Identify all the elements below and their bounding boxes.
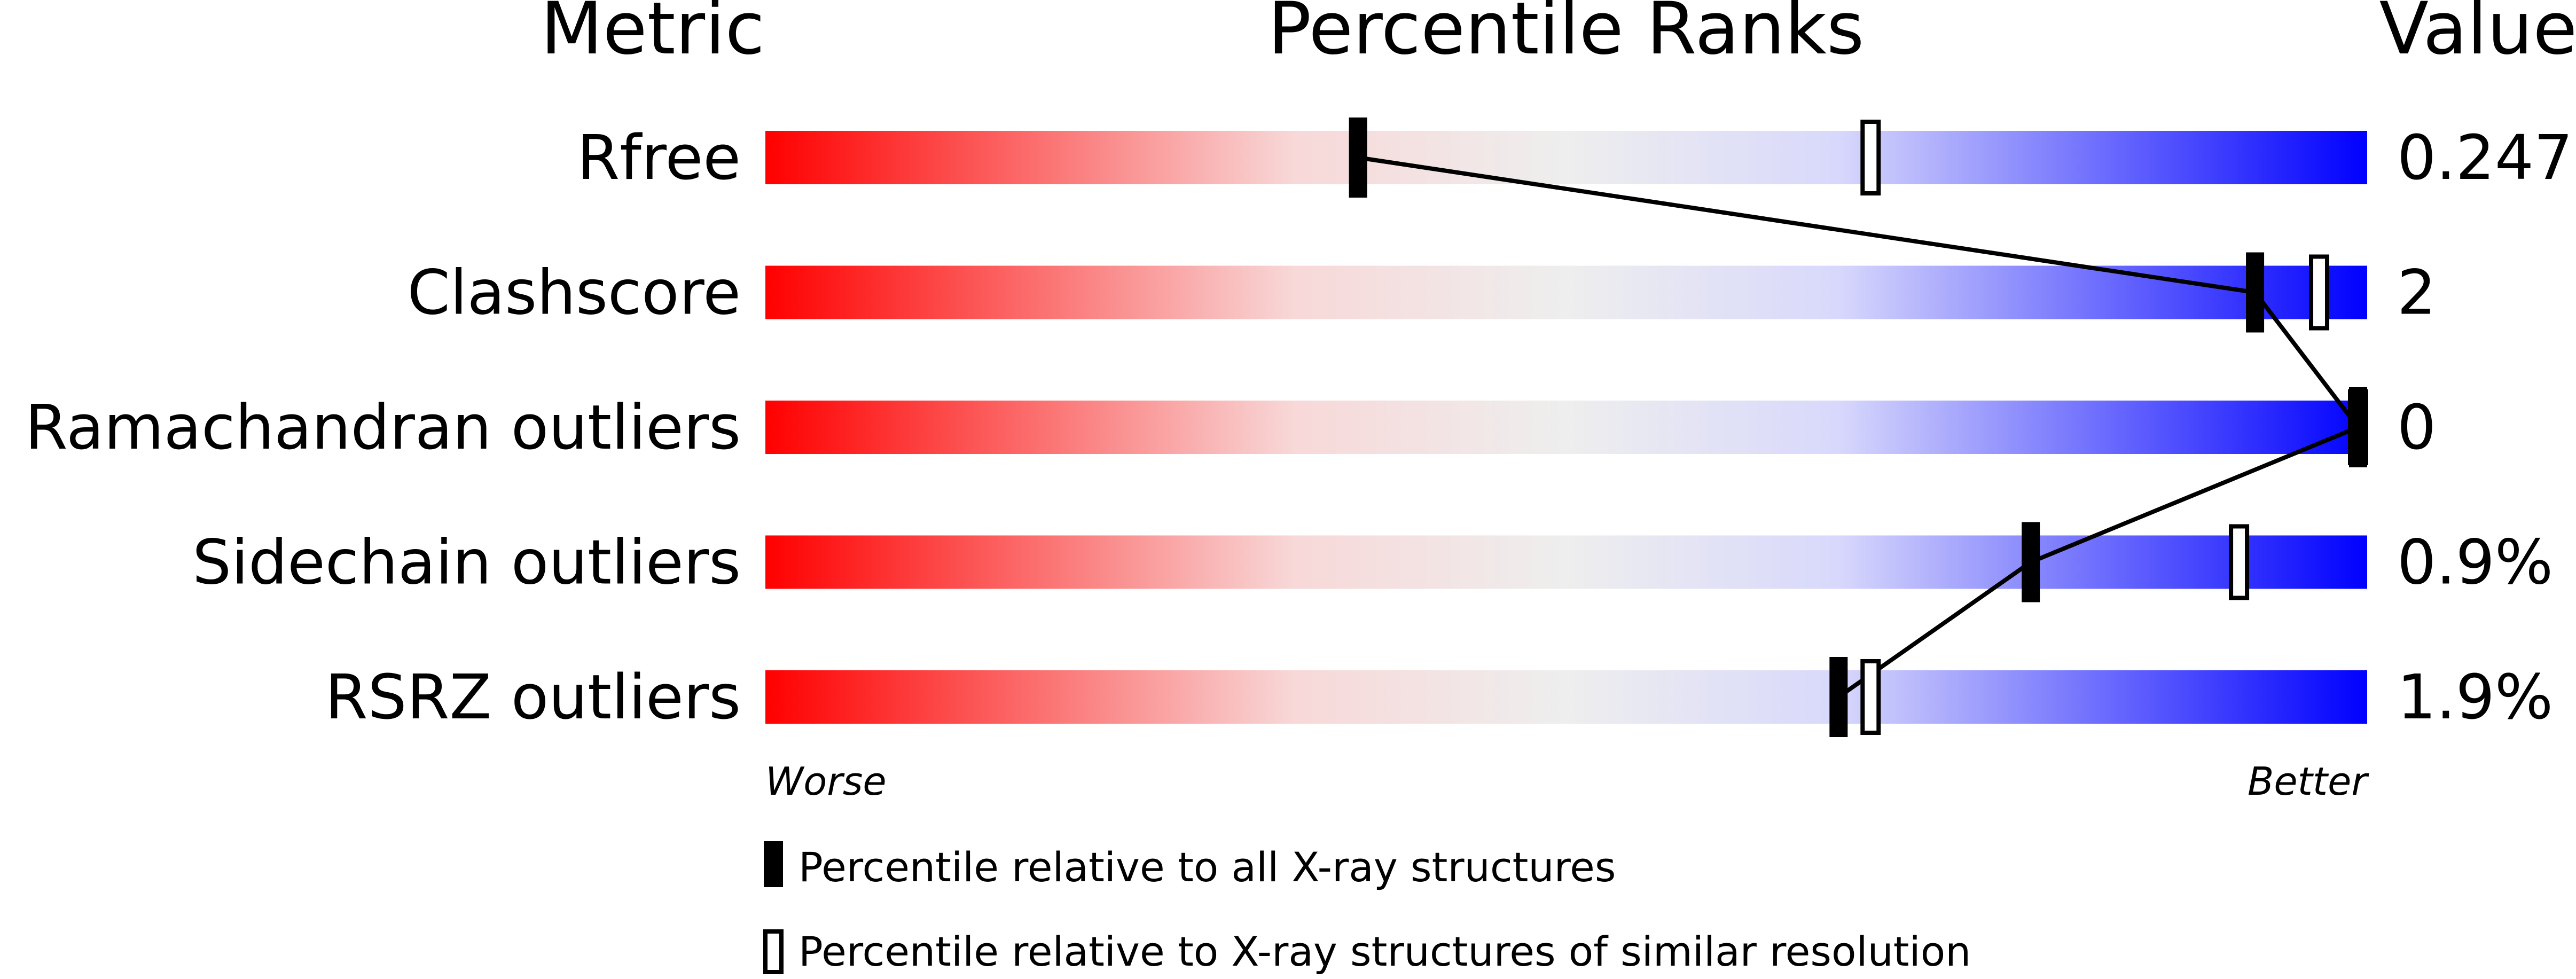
legend-label-all: Percentile relative to all X-ray structu…: [798, 843, 1616, 891]
legend-open-marker-icon: [763, 929, 784, 974]
metric-value: 0: [2397, 392, 2436, 464]
marker-all-structures: [2022, 522, 2040, 602]
metric-value: 0.247: [2397, 122, 2573, 194]
header-percentile-ranks: Percentile Ranks: [1268, 0, 1865, 71]
metric-label: Sidechain outliers: [192, 527, 741, 599]
legend-filled-marker-icon: [764, 841, 783, 887]
axis-label-worse: Worse: [765, 759, 887, 804]
percentile-bar: [765, 265, 2367, 319]
legend-label-similar: Percentile relative to X-ray structures …: [798, 928, 1971, 975]
marker-all-structures: [1829, 657, 1848, 737]
marker-similar-resolution: [1860, 120, 1881, 195]
header-metric: Metric: [541, 0, 765, 71]
metric-label: RSRZ outliers: [325, 662, 741, 733]
percentile-bar: [765, 670, 2367, 724]
marker-similar-resolution: [2229, 524, 2250, 600]
percentile-bar: [765, 535, 2367, 589]
header-value: Value: [2379, 0, 2576, 71]
marker-similar-resolution: [2309, 254, 2330, 331]
metric-label: Clashscore: [407, 257, 741, 329]
metric-value: 0.9%: [2397, 527, 2553, 599]
metric-value: 1.9%: [2397, 662, 2553, 733]
marker-all-structures: [1349, 118, 1367, 198]
percentile-bar: [765, 131, 2367, 184]
marker-similar-resolution: [1860, 659, 1881, 735]
marker-all-structures: [2246, 252, 2265, 333]
percentile-bar: [765, 401, 2367, 454]
marker-all-structures: [2349, 387, 2367, 467]
metric-value: 2: [2397, 257, 2436, 329]
metric-label: Rfree: [577, 122, 741, 194]
metric-label: Ramachandran outliers: [25, 392, 741, 464]
axis-label-better: Better: [2248, 759, 2369, 804]
